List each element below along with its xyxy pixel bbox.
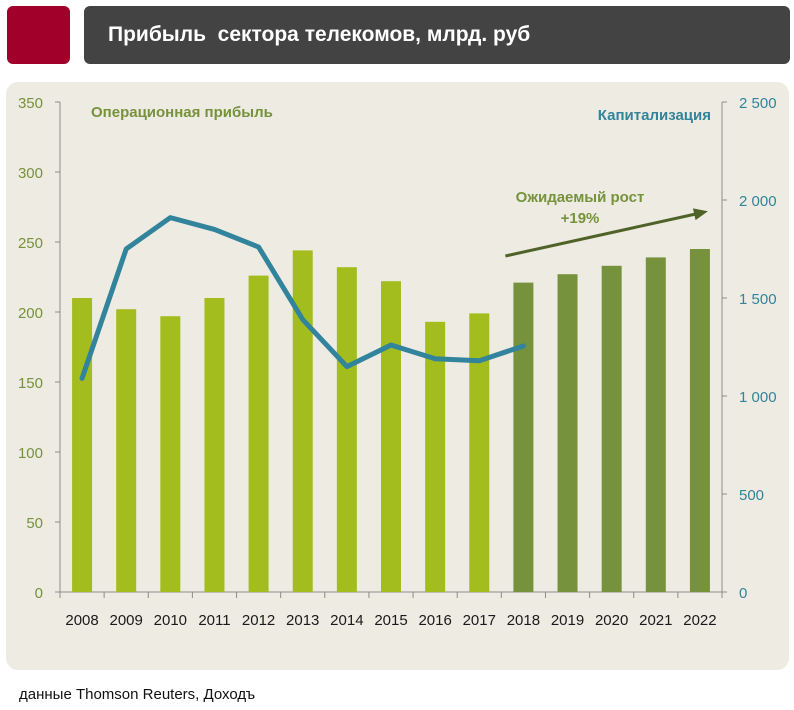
bar-2013 [292,250,313,592]
chart-panel: 0 50 100 150 200 250 300 350 0 500 1 000 1 500 2 000… [6,82,789,670]
bar-2011 [204,298,225,592]
bar-2012 [248,275,269,592]
legend-capitalization: Капитализация [598,107,711,124]
x-tick-label: 2016 [418,612,451,629]
left-tick-label: 100 [18,445,43,462]
left-tick-label: 0 [35,585,43,602]
x-tick-label: 2012 [242,612,275,629]
bar-2014 [336,267,357,592]
chart-title: Прибыль сектора телекомов, млрд. руб [108,23,531,46]
bar-2022 [689,249,710,592]
x-tick-label: 2022 [683,612,716,629]
x-tick-label: 2008 [65,612,98,629]
left-tick-label: 350 [18,95,43,112]
title-bar: Прибыль сектора телекомов, млрд. руб [84,6,790,64]
left-tick-label: 300 [18,165,43,182]
bar-2019 [557,274,578,592]
left-tick-label: 150 [18,375,43,392]
bar-2009 [116,309,137,592]
x-tick-label: 2015 [374,612,407,629]
legend-operating-profit: Операционная прибыль [91,104,273,121]
x-tick-label: 2020 [595,612,628,629]
bar-2016 [425,321,446,592]
header-accent-square [7,6,70,64]
x-tick-label: 2009 [110,612,143,629]
right-tick-label: 500 [739,487,764,504]
bar-2018 [513,282,534,592]
x-tick-label: 2011 [198,612,230,629]
growth-arrow-line [505,211,703,258]
x-tick-label: 2018 [507,612,540,629]
x-tick-label: 2019 [551,612,584,629]
source-note: данные Thomson Reuters, Доходъ [19,686,256,703]
x-tick-label: 2010 [154,612,187,629]
bar-2021 [645,257,666,592]
bar-2008 [72,298,93,592]
annotation-line-1: Ожидаемый рост [516,189,645,206]
growth-arrow-head [692,208,708,221]
chart-svg: 0 50 100 150 200 250 300 350 0 500 1 000 1 500 2 000… [18,95,777,629]
x-tick-label: 2014 [330,612,363,629]
right-tick-label: 1 500 [739,291,777,308]
x-tick-label: 2021 [639,612,672,629]
annotation-line-2: +19% [561,210,600,227]
x-tick-label: 2013 [286,612,319,629]
bar-2020 [601,265,622,592]
x-tick-label: 2017 [463,612,496,629]
capitalization-line [79,215,526,381]
right-tick-label: 2 500 [739,95,777,112]
bar-2015 [381,281,401,592]
left-tick-label: 200 [18,305,43,322]
left-tick-label: 250 [18,235,43,252]
bar-2017 [469,313,490,592]
right-tick-label: 2 000 [739,193,777,210]
right-tick-label: 0 [739,585,747,602]
bar-2010 [160,316,181,592]
right-tick-label: 1 000 [739,389,777,406]
left-tick-label: 50 [26,515,43,532]
